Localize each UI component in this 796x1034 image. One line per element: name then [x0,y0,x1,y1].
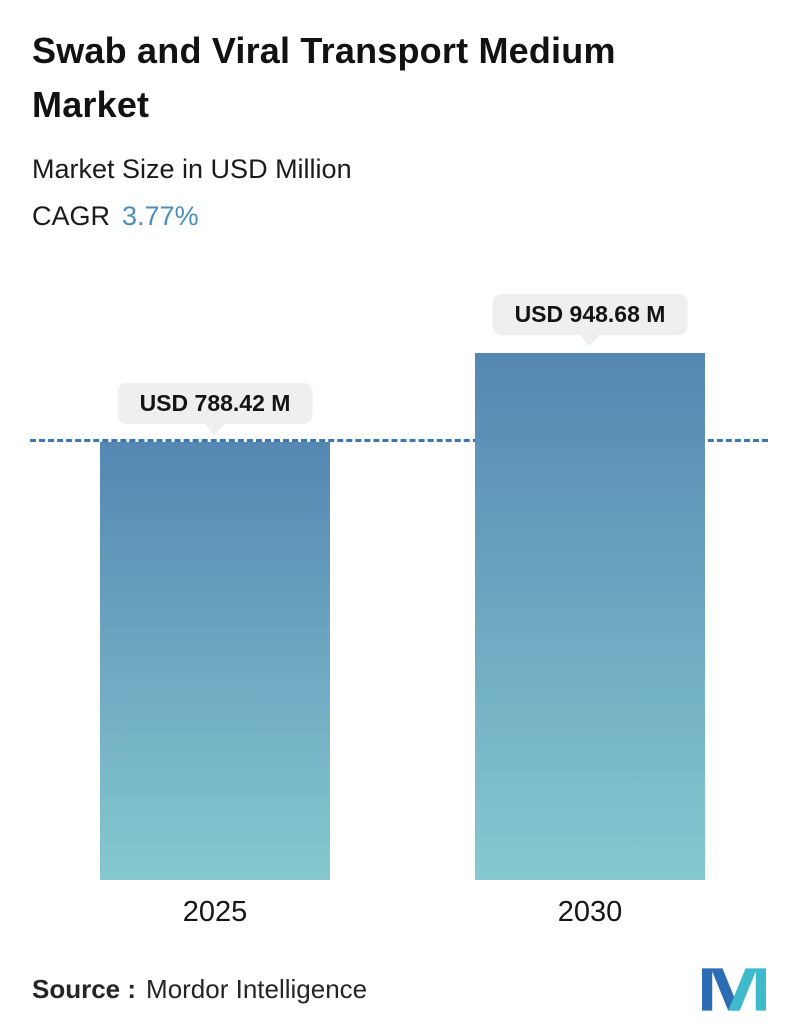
badge-pointer [203,422,226,435]
value-badge-label: USD 788.42 M [139,389,291,416]
badge-pointer [578,333,601,346]
bar-group: USD 788.42 M 2025 [100,324,330,928]
bar [475,352,705,880]
value-badge: USD 788.42 M [117,382,313,435]
reference-line [30,438,768,442]
cagr-row: CAGR 3.77% [32,201,764,232]
bar [100,441,330,880]
cagr-value: 3.77% [122,201,199,231]
source-text: Source : Mordor Intelligence [32,974,367,1005]
cagr-label: CAGR [32,201,111,231]
value-badge-label: USD 948.68 M [514,300,666,327]
value-badge: USD 948.68 M [492,293,688,346]
mordor-intelligence-logo [702,968,766,1011]
category-label: 2030 [557,896,623,928]
chart-title: Swab and Viral Transport Medium Market [32,30,616,125]
source-value: Mordor Intelligence [146,974,368,1004]
bar-group: USD 948.68 M 2030 [475,293,705,928]
plot-area: USD 788.42 M 2025 USD 948.68 M 2030 [30,293,768,928]
footer: Source : Mordor Intelligence [32,968,766,1011]
category-label: 2025 [182,896,248,928]
chart-subtitle: Market Size in USD Million [32,154,352,184]
source-label: Source : [32,974,137,1004]
chart-header: Swab and Viral Transport Medium Market M… [0,0,796,232]
